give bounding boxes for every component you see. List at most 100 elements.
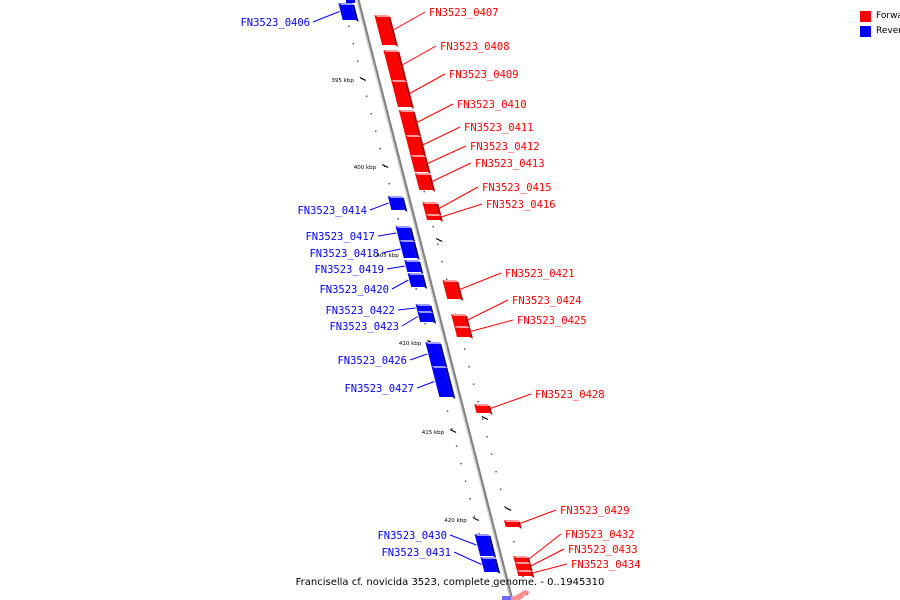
- gene-fn3523-0425[interactable]: FN3523_0425: [454, 315, 587, 339]
- gene-fn3523-0431[interactable]: FN3523_0431: [381, 547, 501, 574]
- gene-fn3523-0416[interactable]: FN3523_0416: [425, 199, 556, 222]
- gene-label[interactable]: FN3523_0416: [486, 199, 556, 211]
- gene-label[interactable]: FN3523_0418: [309, 248, 379, 260]
- gene-fn3523-0426[interactable]: FN3523_0426: [337, 342, 448, 368]
- gene-fn3523-0424[interactable]: FN3523_0424: [451, 295, 582, 328]
- gene-block[interactable]: [407, 273, 425, 287]
- gene-fn3523-0417[interactable]: FN3523_0417: [305, 226, 416, 243]
- gene-block-top: [398, 110, 415, 112]
- gene-label[interactable]: FN3523_0406: [240, 17, 310, 29]
- gene-block[interactable]: [451, 314, 468, 326]
- legend-forward: Forward: [860, 9, 900, 23]
- gene-fn3523-0413[interactable]: FN3523_0413: [414, 158, 545, 192]
- gene-fn3523-0414[interactable]: FN3523_0414: [297, 196, 408, 217]
- gene-label[interactable]: FN3523_0422: [325, 305, 395, 317]
- minor-tick-left: [478, 533, 480, 535]
- gene-label[interactable]: FN3523_0432: [565, 529, 635, 541]
- kbp-tick-mark: [359, 76, 367, 82]
- gene-block[interactable]: [398, 110, 419, 135]
- gene-block[interactable]: [474, 534, 494, 556]
- gene-fn3523-0407[interactable]: FN3523_0407: [374, 7, 499, 47]
- gene-label[interactable]: FN3523_0430: [377, 530, 447, 542]
- gene-leader-line: [470, 319, 514, 332]
- gene-block[interactable]: [399, 240, 417, 258]
- gene-block-partial-top: [346, 0, 355, 3]
- gene-leader-line: [369, 202, 389, 211]
- minor-tick-left: [491, 585, 494, 587]
- gene-label[interactable]: FN3523_0420: [319, 284, 389, 296]
- gene-fn3523-0434[interactable]: FN3523_0434: [516, 559, 641, 578]
- gene-fn3523-0420[interactable]: FN3523_0420: [319, 273, 428, 296]
- gene-block[interactable]: [480, 557, 498, 572]
- gene-fn3523-0427[interactable]: FN3523_0427: [344, 366, 456, 399]
- gene-block[interactable]: [454, 326, 471, 337]
- gene-block[interactable]: [387, 196, 405, 210]
- gene-label[interactable]: FN3523_0417: [305, 231, 375, 243]
- gene-block[interactable]: [374, 15, 396, 45]
- gene-label[interactable]: FN3523_0424: [512, 295, 582, 307]
- gene-block[interactable]: [405, 135, 424, 155]
- gene-fn3523-0411[interactable]: FN3523_0411: [405, 122, 534, 157]
- gene-fn3523-0418[interactable]: FN3523_0418: [309, 240, 420, 260]
- gene-fn3523-0432[interactable]: FN3523_0432: [513, 529, 635, 564]
- gene-fn3523-0423[interactable]: FN3523_0423: [329, 311, 437, 333]
- gene-block[interactable]: [417, 311, 434, 322]
- gene-label[interactable]: FN3523_0415: [482, 182, 552, 194]
- gene-label[interactable]: FN3523_0409: [449, 69, 519, 81]
- gene-fn3523-0428[interactable]: FN3523_0428: [474, 389, 605, 415]
- gene-label[interactable]: FN3523_0410: [457, 99, 527, 111]
- gene-block[interactable]: [442, 280, 461, 299]
- gene-fn3523-0410[interactable]: FN3523_0410: [398, 99, 527, 137]
- gene-block-top: [480, 557, 497, 559]
- gene-block[interactable]: [338, 3, 356, 20]
- gene-label[interactable]: FN3523_0414: [297, 205, 367, 217]
- gene-block[interactable]: [391, 80, 412, 107]
- gene-block[interactable]: [383, 50, 405, 80]
- gene-label[interactable]: FN3523_0421: [505, 268, 575, 280]
- gene-label[interactable]: FN3523_0431: [381, 547, 451, 559]
- gene-label[interactable]: FN3523_0433: [568, 544, 638, 556]
- gene-fn3523-0408[interactable]: FN3523_0408: [383, 41, 510, 82]
- gene-fn3523-0415[interactable]: FN3523_0415: [422, 182, 552, 217]
- gene-fn3523-0419[interactable]: FN3523_0419: [314, 260, 424, 276]
- gene-leader-line: [431, 162, 472, 182]
- minor-tick-left: [348, 25, 350, 27]
- minor-tick-left: [379, 148, 381, 150]
- gene-block-side: [516, 520, 522, 529]
- gene-block[interactable]: [474, 404, 490, 413]
- gene-label[interactable]: FN3523_0429: [560, 505, 630, 517]
- gene-block[interactable]: [404, 260, 421, 272]
- gene-block[interactable]: [414, 173, 433, 190]
- gene-leader-line: [312, 11, 340, 23]
- gene-block[interactable]: [425, 342, 445, 366]
- gene-label[interactable]: FN3523_0427: [344, 383, 414, 395]
- gene-fn3523-0433[interactable]: FN3523_0433: [514, 544, 638, 572]
- minor-tick-left: [370, 113, 372, 115]
- gene-label[interactable]: FN3523_0407: [429, 7, 499, 19]
- gene-label[interactable]: FN3523_0426: [337, 355, 407, 367]
- gene-fn3523-0422[interactable]: FN3523_0422: [325, 304, 434, 317]
- gene-label[interactable]: FN3523_0428: [535, 389, 605, 401]
- gene-block[interactable]: [422, 202, 439, 215]
- gene-block-side: [396, 50, 408, 82]
- gene-label[interactable]: FN3523_0419: [314, 264, 384, 276]
- gene-fn3523-0429[interactable]: FN3523_0429: [503, 505, 630, 529]
- gene-label[interactable]: FN3523_0434: [571, 559, 641, 571]
- gene-fn3523-0430[interactable]: FN3523_0430: [377, 530, 497, 558]
- gene-label[interactable]: FN3523_0411: [464, 122, 534, 134]
- gene-fn3523-0421[interactable]: FN3523_0421: [442, 268, 575, 301]
- gene-label[interactable]: FN3523_0425: [517, 315, 587, 327]
- gene-label[interactable]: FN3523_0408: [440, 41, 510, 53]
- gene-fn3523-0409[interactable]: FN3523_0409: [391, 69, 519, 109]
- gene-block[interactable]: [395, 226, 413, 240]
- gene-label[interactable]: FN3523_0413: [475, 158, 545, 170]
- gene-block-side: [487, 534, 497, 558]
- gene-block[interactable]: [410, 155, 428, 172]
- gene-fn3523-0412[interactable]: FN3523_0412: [410, 141, 540, 174]
- backbone: [356, 0, 514, 600]
- gene-label[interactable]: FN3523_0412: [470, 141, 540, 153]
- gene-fn3523-0406[interactable]: FN3523_0406: [240, 3, 359, 29]
- gene-block-side: [444, 366, 456, 399]
- gene-block[interactable]: [431, 366, 453, 397]
- gene-label[interactable]: FN3523_0423: [329, 321, 399, 333]
